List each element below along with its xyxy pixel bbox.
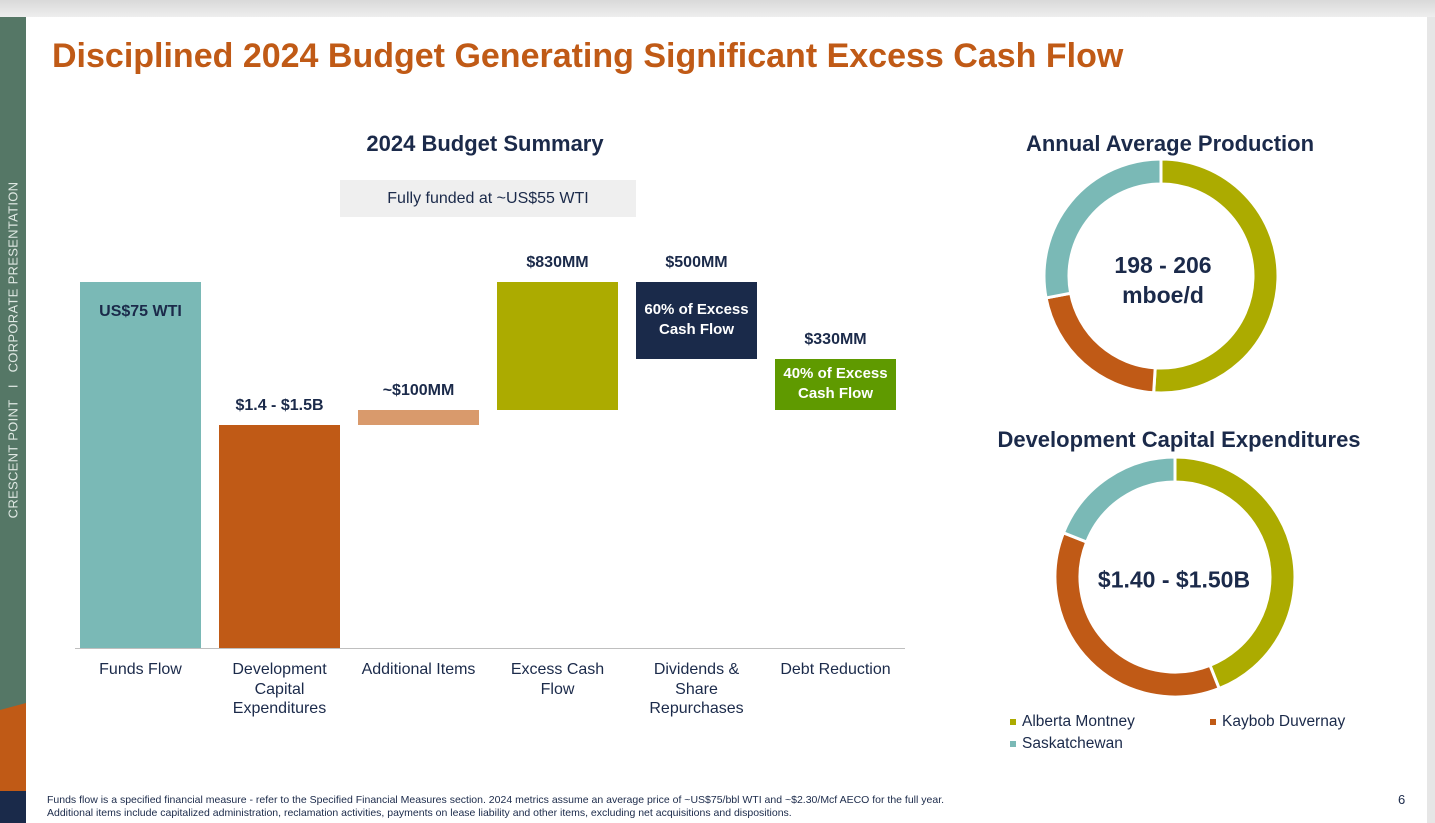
donut-slice-saskatchewan — [1061, 455, 1177, 544]
category-label: Funds Flow — [99, 661, 182, 678]
bar-2 — [219, 425, 340, 648]
footnotes: Funds flow is a specified financial meas… — [47, 794, 944, 820]
data-label: $500MM — [665, 254, 728, 271]
bar-6 — [775, 358, 896, 410]
bar-4 — [497, 282, 618, 410]
sidebar-text: CRESCENT POINT I CORPORATE PRESENTATION — [5, 181, 21, 519]
bar-1 — [80, 282, 201, 648]
legend-label: Kaybob Duvernay — [1222, 713, 1346, 730]
bar-5 — [636, 282, 757, 359]
category-label: Dividends & Share Repurchases — [649, 661, 744, 717]
legend-swatch — [1010, 741, 1016, 747]
window-top-bar — [0, 0, 1435, 17]
donut-slice-saskatchewan — [1042, 157, 1163, 300]
category-label: Development Capital Expenditures — [232, 661, 327, 717]
donut-slice-kaybob-duvernay — [1053, 530, 1222, 699]
legend-swatch — [1210, 719, 1216, 725]
production-donut — [1042, 157, 1280, 395]
capex-title: Development Capital Expenditures — [997, 427, 1361, 452]
category-label: Additional Items — [361, 661, 476, 678]
capex-donut — [1053, 455, 1297, 699]
footnote-2: Additional items include capitalized adm… — [47, 807, 792, 819]
bar-inner-label: 40% of Excess Cash Flow — [783, 365, 888, 403]
legend-alberta-montney: Alberta Montney — [1010, 713, 1135, 731]
data-label: $330MM — [804, 330, 867, 348]
sidebar-band — [0, 17, 26, 823]
x-axis-line — [75, 648, 905, 649]
page-number: 6 — [1398, 792, 1406, 807]
legend-kaybob-duvernay: Kaybob Duvernay — [1210, 713, 1345, 731]
category-label: Debt Reduction — [780, 661, 891, 678]
production-title: Annual Average Production — [1025, 131, 1315, 156]
category-label: Excess Cash Flow — [510, 661, 605, 698]
legend-saskatchewan: Saskatchewan — [1010, 735, 1123, 753]
donut-slice-alberta-montney — [1152, 157, 1280, 395]
legend-label: Saskatchewan — [1022, 735, 1123, 752]
data-label: $830MM — [526, 254, 589, 271]
production-value: 198 - 206 — [1114, 252, 1212, 278]
sidebar-orange-accent — [0, 703, 26, 791]
footnote-1: Funds flow is a specified financial meas… — [47, 794, 945, 806]
capex-center-label: $1.40 - $1.50B — [1097, 566, 1251, 593]
data-label: $1.4 - $1.5B — [235, 397, 324, 415]
funded-note: Fully funded at ~US$55 WTI — [340, 180, 636, 217]
bar-inner-label: 60% of Excess Cash Flow — [644, 301, 749, 339]
bar-3 — [358, 409, 479, 425]
waterfall-title: 2024 Budget Summary — [366, 131, 604, 156]
slide-title: Disciplined 2024 Budget Generating Signi… — [52, 37, 1124, 75]
legend-label: Alberta Montney — [1022, 713, 1135, 730]
data-label: US$75 WTI — [99, 303, 182, 320]
production-center-label: 198 - 206 mboe/d — [1114, 250, 1211, 310]
right-edge — [1427, 17, 1435, 823]
data-label: ~$100MM — [382, 381, 455, 399]
legend-swatch — [1010, 719, 1016, 725]
production-unit: mboe/d — [1122, 282, 1204, 308]
sidebar-navy-accent — [0, 791, 26, 823]
